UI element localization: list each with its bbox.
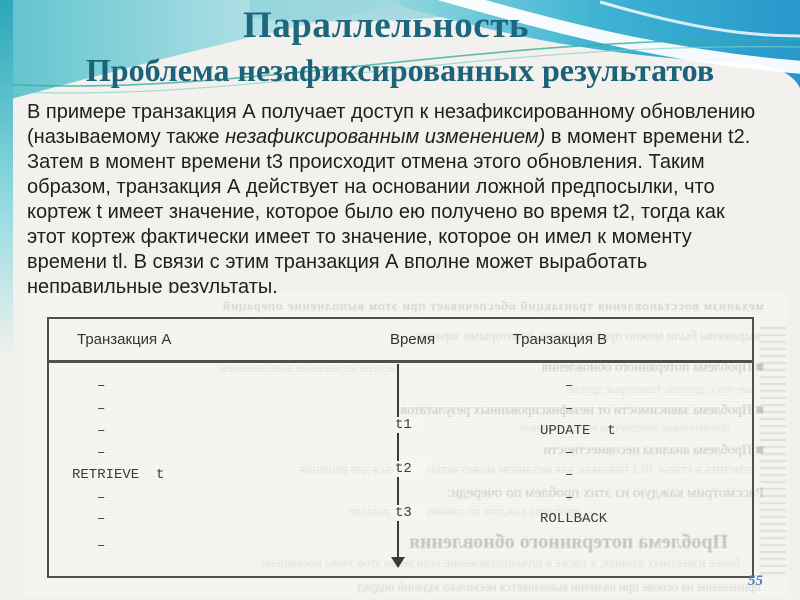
column-header-time: Время <box>389 331 436 348</box>
table-cell: – <box>97 423 106 439</box>
bleed-through-line: механизм восстановления транзакций обесп… <box>222 299 764 313</box>
body-line: неправильные результаты. <box>27 276 278 298</box>
table-cell-update: UPDATE t <box>540 423 616 439</box>
scan-margin-noise <box>760 322 786 574</box>
figure-scan-region <box>24 293 788 597</box>
body-line-pre: (называемому также <box>27 126 226 148</box>
table-cell: – <box>565 378 574 394</box>
table-header-separator <box>49 360 752 363</box>
left-edge-accent <box>0 0 13 360</box>
body-line: кортеж t имеет значение, которое было ею… <box>27 201 725 223</box>
body-line: Затем в момент времени t3 происходит отм… <box>27 151 705 173</box>
time-label-t1: t1 <box>393 417 427 433</box>
table-cell: – <box>97 490 106 506</box>
body-line: (называемому также незафиксированным изм… <box>27 125 787 150</box>
time-axis-arrow-icon <box>391 557 405 568</box>
table-cell-rollback: ROLLBACK <box>540 511 608 527</box>
table-cell-retrieve: RETRIEVE t <box>72 467 165 483</box>
transaction-table: Транзакция А Время Транзакция В – – – – … <box>47 317 754 578</box>
table-cell: – <box>97 538 106 554</box>
column-header-transaction-a: Транзакция А <box>77 331 172 348</box>
page-number: 55 <box>748 573 763 589</box>
slide-subtitle: Проблема незафиксированных результатов <box>85 52 715 88</box>
column-header-transaction-b: Транзакция В <box>512 331 608 348</box>
body-line: В примере транзакция А получает доступ к… <box>27 101 756 123</box>
table-cell: – <box>565 490 574 506</box>
table-cell: – <box>565 401 574 417</box>
body-line: времени tl. В связи с этим транзакция А … <box>27 251 648 273</box>
table-cell: – <box>565 445 574 461</box>
top-wave-decoration <box>0 0 800 102</box>
body-line-italic: незафиксированным изменением) <box>225 126 546 148</box>
table-cell: – <box>97 511 106 527</box>
body-paragraph: В примере транзакция А получает доступ к… <box>27 100 787 300</box>
table-cell: – <box>97 401 106 417</box>
time-label-t3: t3 <box>393 505 427 521</box>
table-cell: – <box>97 378 106 394</box>
time-label-t2: t2 <box>393 461 427 477</box>
bleed-through-line: применение на основе при наличии выполня… <box>357 581 761 594</box>
table-cell: – <box>565 467 574 483</box>
table-cell: – <box>97 445 106 461</box>
body-line: образом, транзакция А действует на основ… <box>27 176 715 198</box>
slide-title: Параллельность <box>243 5 529 46</box>
body-line: этот кортеж фактически имеет то значение… <box>27 226 692 248</box>
body-line-post: в момент времени t2. <box>545 126 751 148</box>
